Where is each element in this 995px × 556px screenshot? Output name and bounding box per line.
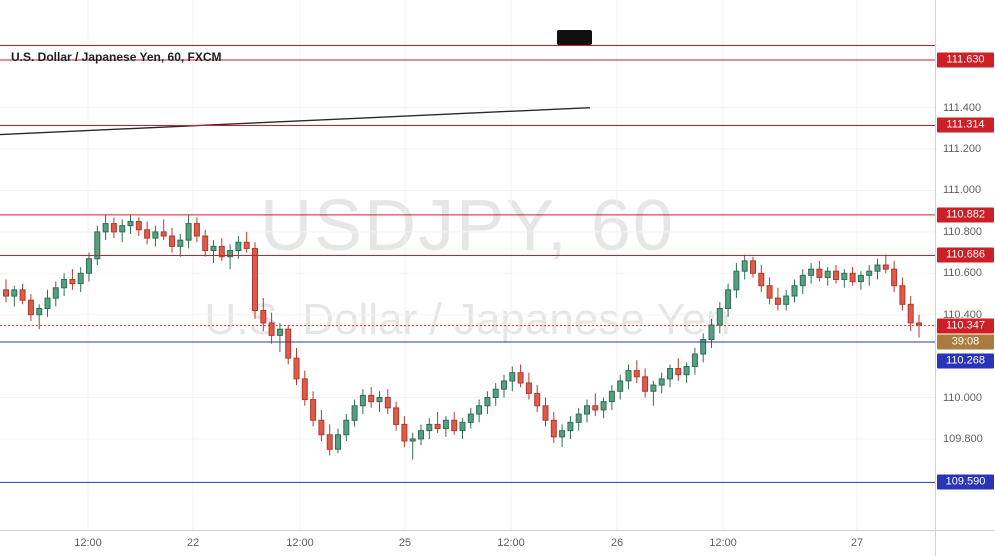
resistance-price-badge[interactable]: 110.686: [937, 247, 994, 263]
time-tick-label: 12:00: [286, 537, 314, 549]
price-tick-label: 111.400: [943, 101, 982, 114]
trendline[interactable]: [0, 106, 591, 136]
price-tick-label: 109.800: [943, 432, 983, 445]
chart-canvas[interactable]: [0, 0, 935, 530]
price-axis[interactable]: 111.400 111.200 111.000 110.800 110.600 110.4…: [935, 0, 995, 530]
price-tick-label: 110.400: [943, 308, 982, 321]
axis-corner: [935, 530, 995, 556]
price-tick-label: 111.200: [943, 143, 982, 156]
support-price-badge[interactable]: 109.590: [937, 474, 994, 490]
time-tick-label: 25: [398, 537, 412, 549]
price-tick-label: 110.000: [943, 391, 982, 404]
last-price-badge[interactable]: 110.347: [937, 318, 994, 334]
candles-series: [3, 215, 922, 460]
price-tick-label: 111.000: [943, 184, 982, 197]
time-tick-label: 12:00: [74, 537, 102, 549]
bar-countdown-badge[interactable]: 39:08: [937, 334, 994, 350]
unlabeled-black-marker: [557, 30, 592, 45]
time-tick-label: 26: [610, 537, 624, 549]
time-tick-label: 22: [186, 537, 200, 549]
gridlines: [0, 0, 935, 530]
chart-plot-area[interactable]: USDJPY, 60 U.S. Dollar / Japanese Yen U.…: [0, 0, 935, 530]
resistance-price-badge[interactable]: 110.882: [937, 207, 994, 223]
time-tick-label: 12:00: [709, 537, 737, 549]
resistance-price-badge[interactable]: 111.314: [937, 117, 994, 133]
time-tick-label: 12:00: [497, 537, 525, 549]
price-tick-label: 110.800: [943, 225, 982, 238]
support-price-badge[interactable]: 110.268: [937, 353, 994, 369]
time-tick-label: 27: [850, 537, 864, 549]
price-tick-label: 110.600: [943, 267, 982, 280]
time-axis[interactable]: 12:00 22 12:00 25 12:00 26 12:00 27: [0, 530, 935, 556]
resistance-price-badge[interactable]: 111.630: [937, 52, 994, 68]
chart-legend-title[interactable]: U.S. Dollar / Japanese Yen, 60, FXCM: [11, 50, 222, 64]
